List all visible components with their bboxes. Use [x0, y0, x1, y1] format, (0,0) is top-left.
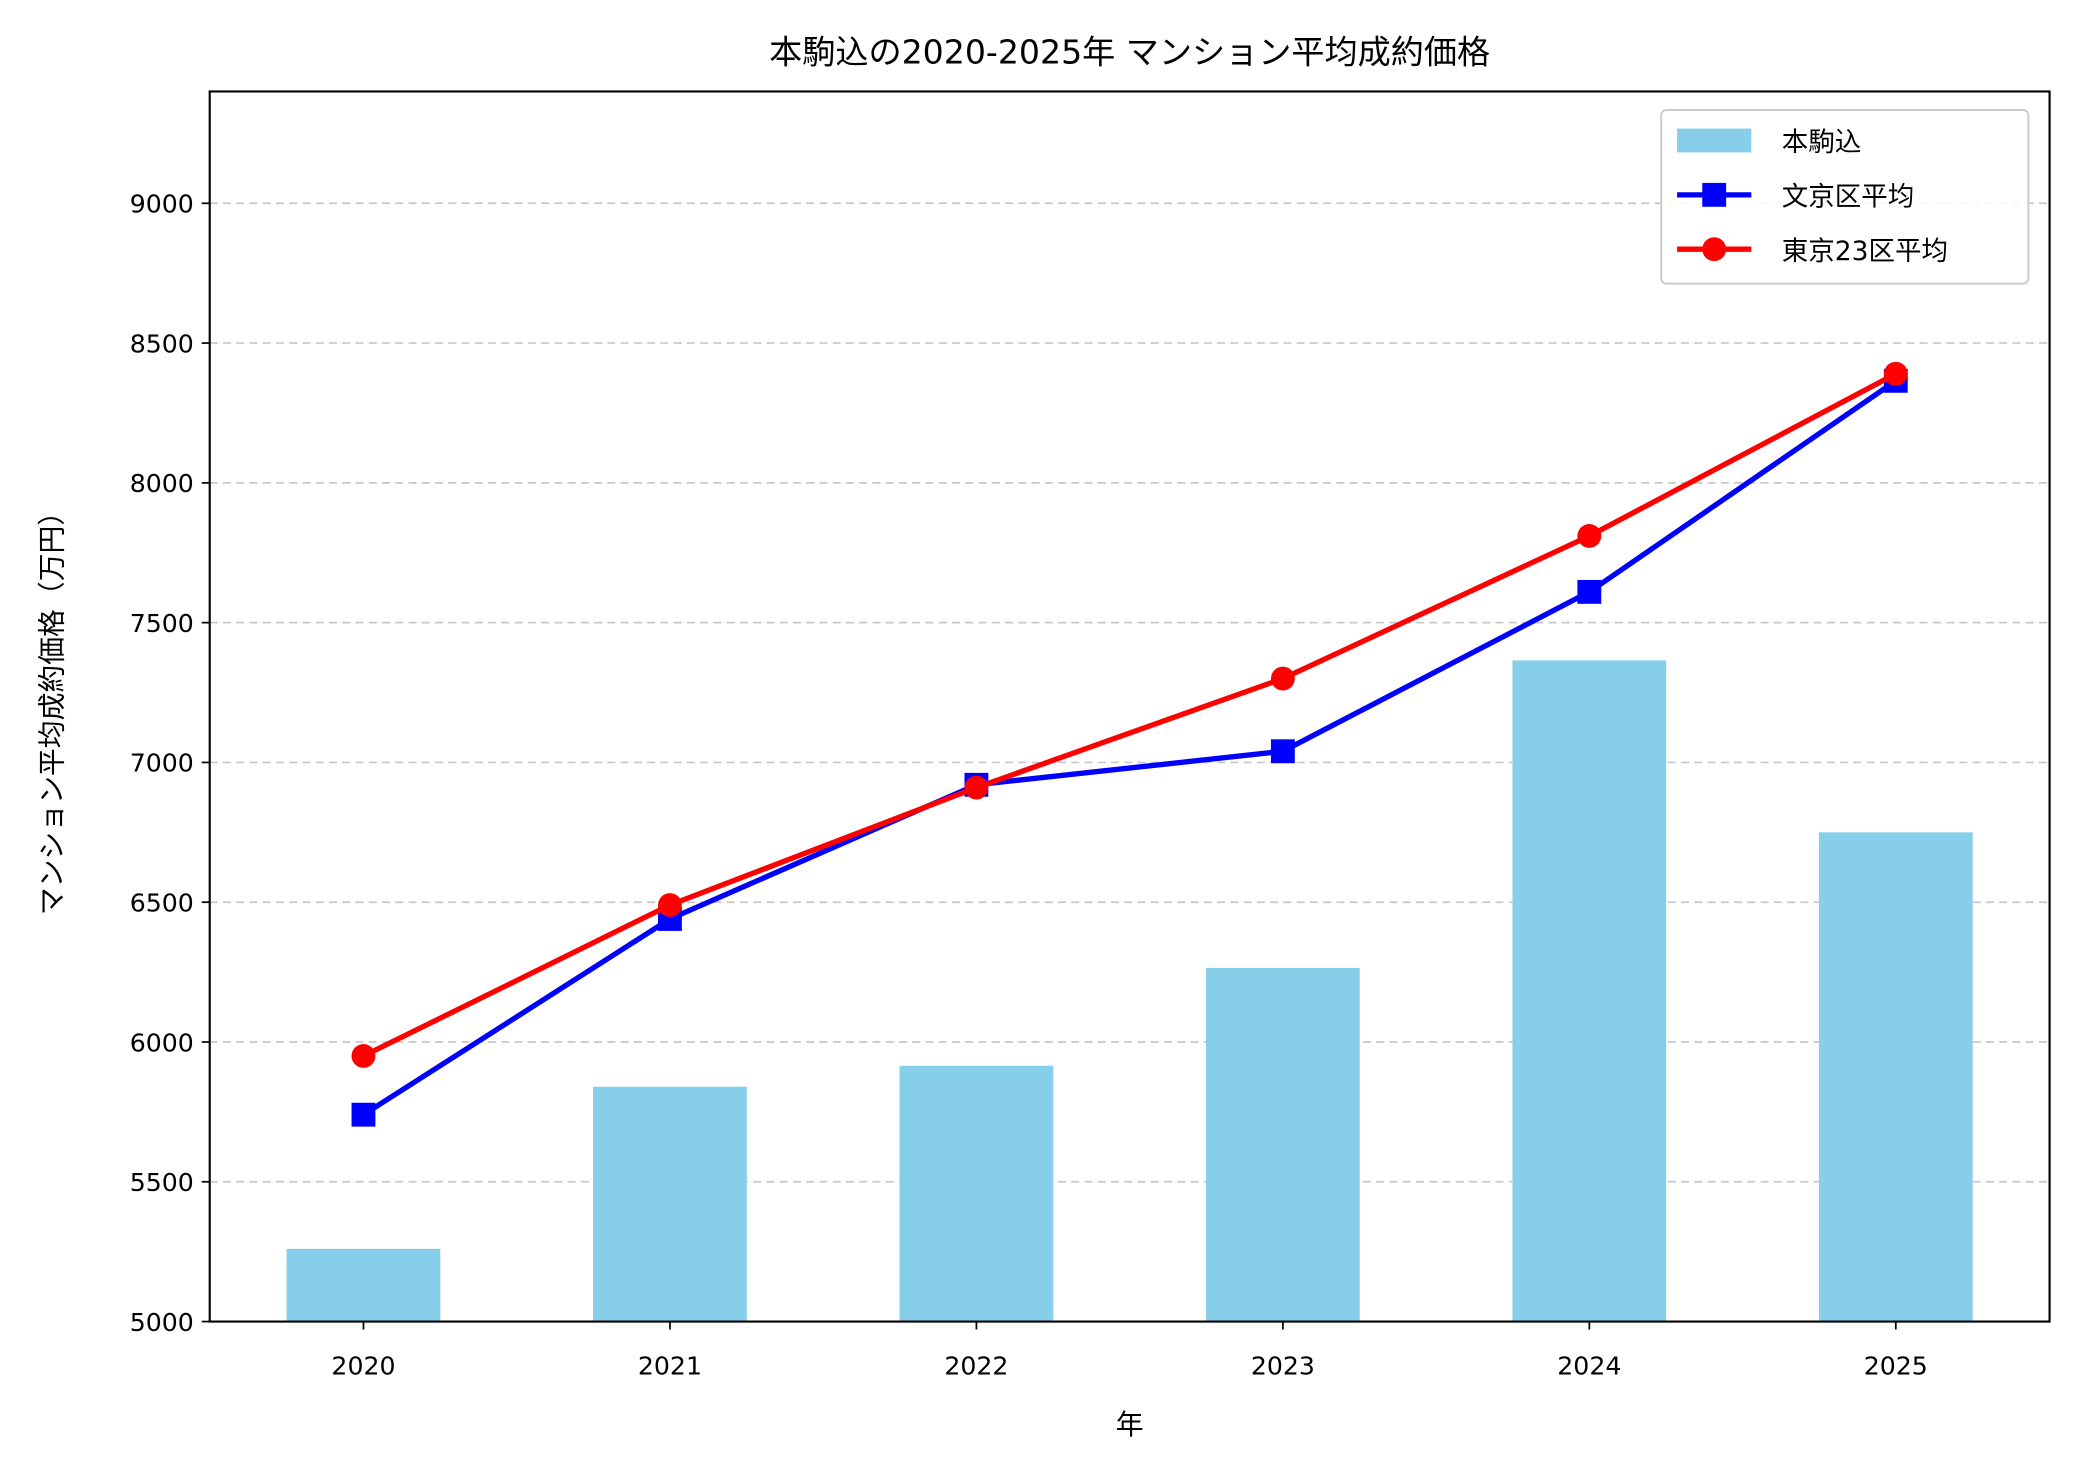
y-tick-label: 6500 — [130, 888, 194, 917]
y-tick-label: 7000 — [130, 749, 194, 778]
x-tick-label: 2023 — [1251, 1352, 1315, 1381]
legend-swatch — [1677, 128, 1752, 153]
y-tick-label: 9000 — [130, 190, 194, 219]
y-tick-label: 5500 — [130, 1168, 194, 1197]
y-tick-label: 6000 — [130, 1028, 194, 1057]
bar-2020 — [286, 1248, 441, 1322]
bar-2025 — [1818, 832, 1973, 1322]
bar-2022 — [899, 1065, 1054, 1322]
legend-label: 東京23区平均 — [1782, 236, 1948, 267]
point-marker — [964, 775, 989, 800]
bars — [286, 660, 1973, 1322]
point-marker — [1883, 361, 1908, 386]
x-tick-label: 2024 — [1557, 1352, 1621, 1381]
y-axis-label: マンション平均成約価格（万円） — [35, 498, 68, 915]
point-marker — [1270, 666, 1295, 691]
grid — [209, 202, 2050, 1183]
y-tick-label: 8500 — [130, 329, 194, 358]
y-tick-label: 5000 — [130, 1308, 194, 1337]
series-line-1 — [362, 378, 1898, 1117]
bar-2024 — [1512, 660, 1667, 1322]
legend-marker — [1702, 237, 1727, 262]
y-tick-label: 7500 — [130, 609, 194, 638]
point-marker — [1577, 579, 1602, 604]
point-marker — [1270, 739, 1295, 764]
bar-2023 — [1205, 967, 1360, 1322]
x-tick-label: 2025 — [1864, 1352, 1928, 1381]
x-axis: 2020 2021 2022 2023 2024 2025 — [331, 1321, 1928, 1381]
series-line-2 — [362, 371, 1898, 1059]
legend-label: 文京区平均 — [1782, 181, 1915, 212]
chart-title: 本駒込の2020-2025年 マンション平均成約価格 — [769, 33, 1490, 72]
legend-marker — [1702, 182, 1727, 207]
y-tick-label: 8000 — [130, 469, 194, 498]
legend-box — [1660, 109, 2030, 285]
lines — [351, 361, 1908, 1127]
x-axis-label: 年 — [1116, 1408, 1144, 1441]
point-marker — [351, 1044, 376, 1068]
plot-frame — [208, 90, 2051, 1323]
x-tick-label: 2021 — [638, 1352, 702, 1381]
point-marker — [1577, 524, 1602, 548]
point-marker — [351, 1102, 376, 1127]
x-tick-label: 2022 — [944, 1352, 1008, 1381]
x-tick-label: 2020 — [331, 1352, 395, 1381]
point-marker — [658, 893, 682, 917]
y-axis: 5000 5500 6000 6500 7000 7500 8000 8500 9000 — [130, 190, 210, 1337]
legend-label: 本駒込 — [1782, 127, 1862, 158]
bar-2021 — [593, 1086, 747, 1322]
